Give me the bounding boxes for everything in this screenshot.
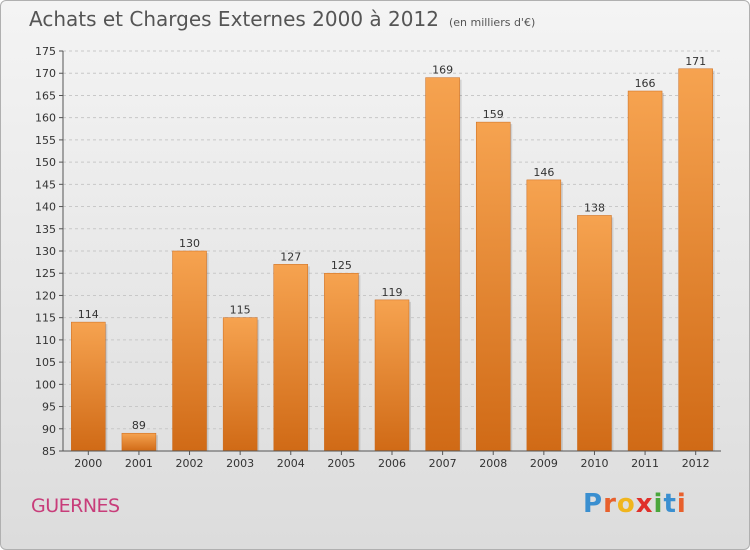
bar-group: 169 (425, 64, 462, 452)
bar-value-label: 130 (179, 237, 200, 250)
y-tick-label: 130 (35, 245, 56, 258)
logo-letter: r (603, 489, 617, 519)
y-tick-label: 135 (35, 223, 56, 236)
x-tick-label: 2000 (74, 457, 102, 470)
bar-group: 138 (577, 201, 614, 452)
bar-value-label: 127 (280, 250, 301, 263)
bar (425, 77, 460, 452)
bar-group: 125 (324, 259, 361, 452)
bar-group: 130 (172, 237, 209, 452)
x-tick-label: 2005 (327, 457, 355, 470)
bar-group: 127 (273, 250, 310, 452)
x-tick-label: 2009 (530, 457, 558, 470)
y-tick-label: 165 (35, 89, 56, 102)
bar (222, 317, 258, 452)
bar-group: 171 (678, 55, 715, 452)
bar-value-label: 114 (78, 308, 99, 321)
x-tick-label: 2004 (277, 457, 305, 470)
bar-value-label: 169 (432, 64, 453, 77)
y-tick-label: 105 (35, 356, 56, 369)
bar-value-label: 125 (331, 259, 352, 272)
y-tick-label: 110 (35, 334, 56, 347)
y-tick-label: 95 (42, 401, 56, 414)
x-tick-label: 2001 (125, 457, 153, 470)
bar-value-label: 166 (635, 77, 656, 90)
bars: 114 89 130 115 127 125 119 169 159 146 138 166 171 (71, 55, 715, 452)
bar (526, 179, 562, 452)
bar (627, 90, 663, 452)
logo-letter: x (635, 489, 654, 519)
bar-value-label: 159 (483, 108, 504, 121)
bar-value-label: 138 (584, 201, 605, 214)
bar-value-label: 119 (382, 286, 403, 299)
x-tick-label: 2012 (682, 457, 710, 470)
bar-group: 115 (222, 304, 260, 452)
bar-group: 119 (374, 286, 411, 452)
y-tick-label: 175 (35, 45, 56, 58)
bar-group: 159 (475, 108, 513, 452)
bar-value-label: 171 (685, 55, 706, 68)
axes: 85 90 95 100 105 110 115 120 125 130 135 140 145 150 1… (35, 45, 721, 470)
bar-group: 114 (71, 308, 108, 452)
x-tick-label: 2003 (226, 457, 254, 470)
bar-value-label: 89 (132, 419, 146, 432)
chart-title-text: Achats et Charges Externes 2000 à 2012 (29, 7, 439, 31)
bar-group: 166 (627, 77, 665, 452)
bar-group: 146 (526, 166, 563, 452)
logo-letter: t (663, 489, 677, 519)
bar (475, 121, 511, 452)
y-tick-label: 115 (35, 312, 56, 325)
place-name: GUERNES (31, 495, 120, 517)
bar-value-label: 146 (533, 166, 554, 179)
bar (71, 321, 106, 452)
proxiti-logo: Proxiti (583, 489, 687, 519)
bar-value-label: 115 (230, 304, 251, 317)
logo-letter: P (583, 489, 604, 519)
x-tick-label: 2002 (176, 457, 204, 470)
y-tick-label: 85 (42, 445, 56, 458)
x-tick-label: 2006 (378, 457, 406, 470)
bar (324, 272, 359, 452)
bar (374, 299, 410, 452)
y-tick-label: 155 (35, 134, 56, 147)
y-tick-label: 170 (35, 67, 56, 80)
bar (172, 250, 207, 452)
bar (121, 432, 157, 452)
y-tick-label: 100 (35, 378, 56, 391)
bar-group: 89 (121, 419, 158, 452)
y-tick-label: 120 (35, 289, 56, 302)
y-tick-label: 125 (35, 267, 56, 280)
y-tick-label: 160 (35, 112, 56, 125)
logo-letter: i (653, 489, 664, 519)
x-tick-label: 2007 (429, 457, 457, 470)
logo-letter: i (676, 489, 687, 519)
chart-title: Achats et Charges Externes 2000 à 2012 (e… (29, 7, 535, 31)
x-tick-label: 2010 (580, 457, 608, 470)
logo-letter: o (616, 489, 636, 519)
x-tick-label: 2008 (479, 457, 507, 470)
x-tick-label: 2011 (631, 457, 659, 470)
y-tick-label: 140 (35, 201, 56, 214)
y-tick-label: 145 (35, 178, 56, 191)
y-tick-label: 90 (42, 423, 56, 436)
bar (577, 215, 612, 452)
y-tick-label: 150 (35, 156, 56, 169)
chart-unit: (en milliers d'€) (448, 16, 536, 29)
bar (273, 264, 309, 452)
bar (678, 68, 713, 452)
